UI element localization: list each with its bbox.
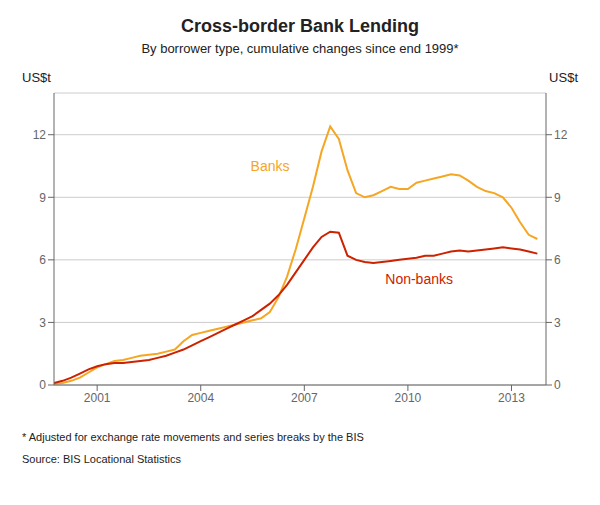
html-text:US$t: US$t: [22, 70, 51, 85]
svg-text:12: 12: [554, 128, 568, 142]
svg-text:9: 9: [39, 191, 46, 205]
svg-text:9: 9: [554, 191, 561, 205]
html-text:Cross-border Bank Lending: Cross-border Bank Lending: [181, 16, 419, 36]
svg-text:2001: 2001: [84, 391, 111, 405]
svg-text:3: 3: [554, 316, 561, 330]
html-text:US$t: US$t: [549, 70, 578, 85]
html-text:By borrower type, cumulative c: By borrower type, cumulative changes sin…: [141, 41, 459, 56]
svg-text:6: 6: [554, 253, 561, 267]
html-text:Source: BIS Locational Statist: Source: BIS Locational Statistics: [22, 453, 181, 465]
svg-text:3: 3: [39, 316, 46, 330]
svg-text:0: 0: [554, 378, 561, 392]
svg-text:2004: 2004: [187, 391, 214, 405]
svg-text:2007: 2007: [291, 391, 318, 405]
svg-text:2013: 2013: [498, 391, 525, 405]
html-text:* Adjusted for exchange rate m: * Adjusted for exchange rate movements a…: [22, 431, 364, 443]
svg-text:Banks: Banks: [251, 158, 290, 174]
svg-text:2010: 2010: [395, 391, 422, 405]
svg-text:0: 0: [39, 378, 46, 392]
svg-text:6: 6: [39, 253, 46, 267]
svg-text:12: 12: [33, 128, 47, 142]
svg-text:Non-banks: Non-banks: [385, 271, 453, 287]
